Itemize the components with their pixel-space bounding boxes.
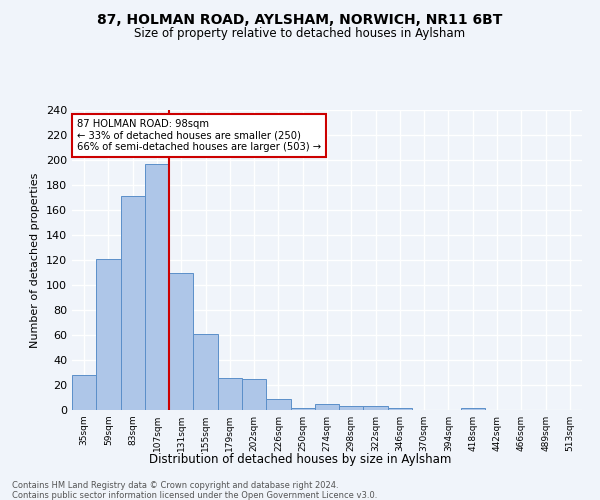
Text: 87 HOLMAN ROAD: 98sqm
← 33% of detached houses are smaller (250)
66% of semi-det: 87 HOLMAN ROAD: 98sqm ← 33% of detached … <box>77 119 321 152</box>
Bar <box>96 259 121 410</box>
Bar <box>169 272 193 410</box>
Bar <box>339 406 364 410</box>
Text: 87, HOLMAN ROAD, AYLSHAM, NORWICH, NR11 6BT: 87, HOLMAN ROAD, AYLSHAM, NORWICH, NR11 … <box>97 12 503 26</box>
Bar <box>315 404 339 410</box>
Bar <box>461 408 485 410</box>
Bar <box>364 406 388 410</box>
Text: Size of property relative to detached houses in Aylsham: Size of property relative to detached ho… <box>134 28 466 40</box>
Bar <box>290 408 315 410</box>
Bar <box>193 334 218 410</box>
Bar <box>388 408 412 410</box>
Text: Contains public sector information licensed under the Open Government Licence v3: Contains public sector information licen… <box>12 491 377 500</box>
Bar <box>72 375 96 410</box>
Y-axis label: Number of detached properties: Number of detached properties <box>31 172 40 348</box>
Bar <box>218 378 242 410</box>
Text: Distribution of detached houses by size in Aylsham: Distribution of detached houses by size … <box>149 452 451 466</box>
Bar <box>266 399 290 410</box>
Bar <box>121 196 145 410</box>
Text: Contains HM Land Registry data © Crown copyright and database right 2024.: Contains HM Land Registry data © Crown c… <box>12 481 338 490</box>
Bar <box>242 379 266 410</box>
Bar <box>145 164 169 410</box>
